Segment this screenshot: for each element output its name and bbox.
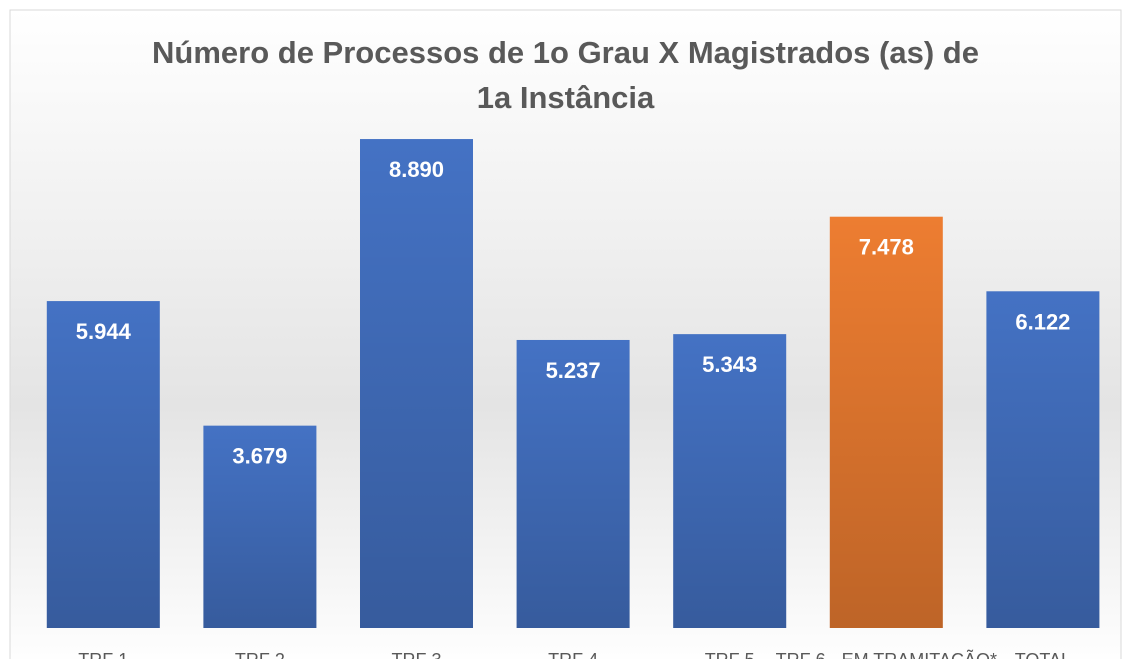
x-tick-label: TRF 2 [235, 650, 285, 659]
bar-shade [46, 301, 160, 628]
value-label: 6.122 [1015, 309, 1070, 334]
bar-shade [203, 425, 317, 628]
value-label: 7.478 [859, 235, 914, 260]
bar-shade [516, 339, 630, 628]
value-label: 8.890 [389, 157, 444, 182]
x-tick-label: TRF 3 [391, 650, 441, 659]
chart-title: Número de Processos de 1o Grau X Magistr… [152, 35, 979, 115]
bar-shade [986, 291, 1100, 628]
value-label: 5.944 [76, 319, 132, 344]
value-label: 3.679 [232, 444, 287, 469]
bar-shade [360, 139, 473, 629]
bar-shade [673, 334, 787, 628]
x-tick-label: TRF 4 [548, 650, 598, 659]
bar-shade [829, 216, 943, 628]
x-tick-label: TRF 6 - EM TRAMITAÇÃO* [776, 649, 997, 659]
x-tick-label: TOTAL [1015, 650, 1071, 659]
value-label: 5.237 [546, 358, 601, 383]
value-label: 5.343 [702, 352, 757, 377]
x-tick-label: TRF 5 [705, 650, 755, 659]
x-tick-label: TRF 1 [78, 650, 128, 659]
